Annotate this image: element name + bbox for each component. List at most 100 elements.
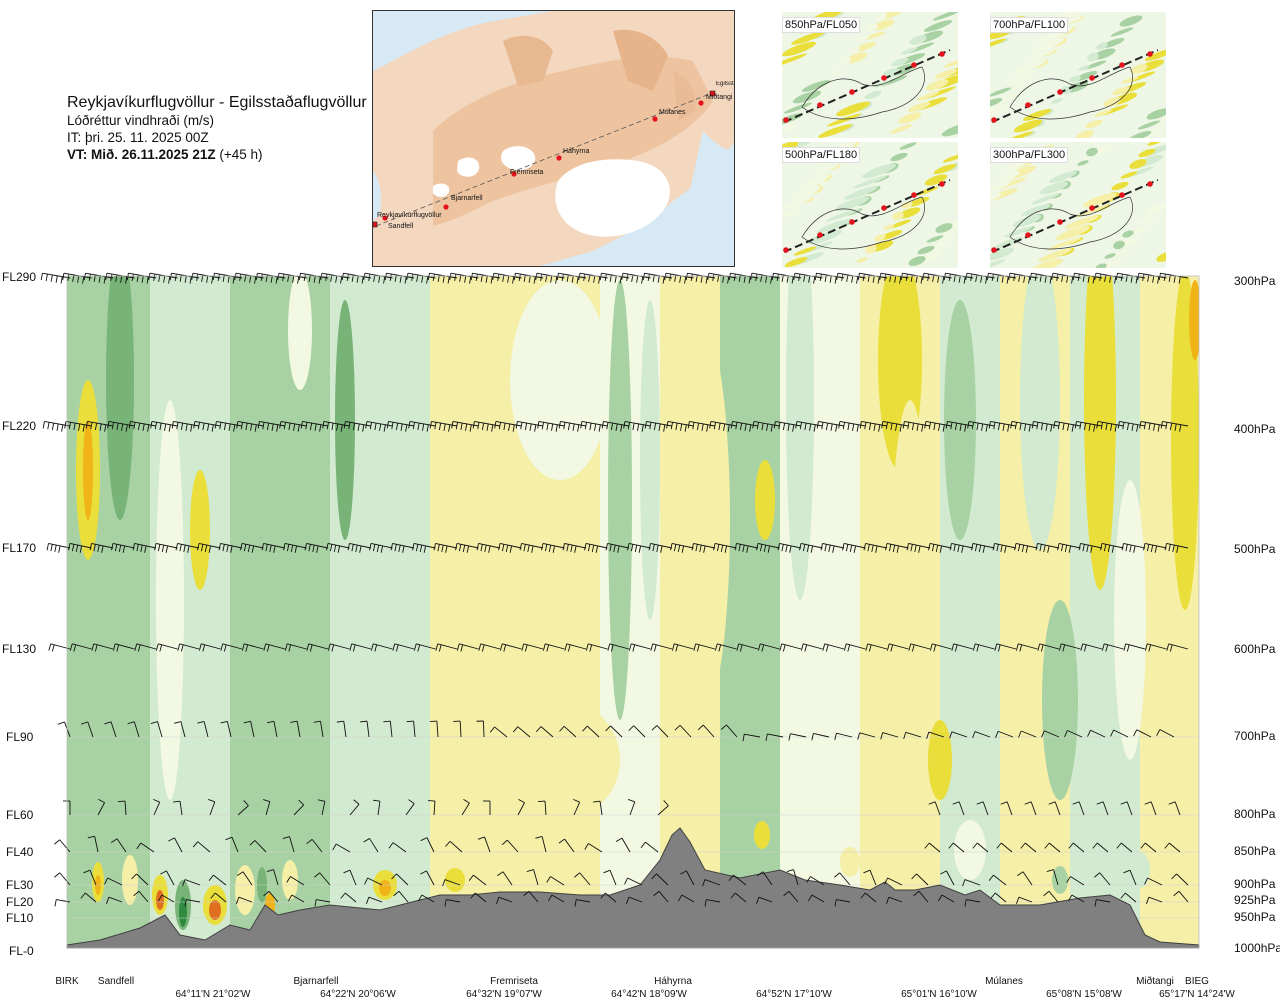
turbulence-cell: [840, 847, 860, 877]
wind-barb: [85, 421, 114, 432]
panel-route-point: [817, 232, 823, 238]
wind-barb: [697, 724, 715, 738]
panel-shade: [862, 31, 886, 41]
wind-barb: [89, 542, 114, 553]
wind-barb: [547, 894, 565, 903]
coordinate-label: 64°52'N 17°10'W: [756, 989, 832, 1000]
wind-barb: [600, 892, 617, 903]
wind-barb: [943, 272, 974, 284]
wind-barb: [860, 892, 877, 903]
wind-barb: [671, 643, 694, 652]
wind-barb: [483, 800, 491, 815]
wind-barb: [1115, 272, 1146, 284]
wind-barb: [728, 272, 759, 284]
wind-barb: [104, 877, 123, 886]
panel-shade: [1078, 65, 1090, 71]
panel-shade: [901, 201, 913, 209]
panel-shade: [890, 152, 908, 162]
wind-barb: [967, 421, 995, 432]
issue-time: IT: þri. 25. 11. 2025 00Z: [67, 130, 209, 145]
panel-shade: [1069, 75, 1081, 83]
wind-barb: [937, 894, 955, 903]
wind-barb: [990, 892, 1007, 903]
wind-barb: [283, 542, 307, 553]
panel-shade: [1083, 60, 1107, 70]
wind-barb: [208, 874, 227, 886]
wind-barb: [1018, 730, 1037, 738]
panel-shade: [839, 56, 851, 66]
wind-barb: [118, 800, 127, 816]
panel-shade: [1056, 225, 1090, 241]
wind-barb: [1096, 421, 1124, 432]
pressure-label: 300hPa: [1234, 274, 1276, 288]
wind-barb: [1140, 842, 1157, 853]
wind-barb: [628, 799, 636, 816]
wind-barb: [880, 732, 899, 740]
wind-barb: [653, 890, 669, 903]
wind-barb: [1051, 272, 1081, 284]
panel-shade: [1095, 263, 1107, 268]
wind-barb: [1057, 542, 1081, 553]
wind-barb: [1164, 542, 1189, 553]
wind-barb: [1035, 542, 1060, 553]
wind-barb: [429, 720, 439, 738]
panel-shade: [1111, 181, 1129, 191]
wind-barb: [1164, 842, 1181, 853]
wind-barb: [863, 542, 888, 553]
wind-barb: [1000, 801, 1013, 816]
panel-300hpa: 300hPa/FL300: [990, 142, 1166, 268]
panel-shade: [1137, 120, 1161, 130]
panel-shade: [1065, 215, 1099, 229]
wind-barb: [192, 841, 211, 853]
panel-shade: [898, 112, 922, 124]
panel-shade: [1138, 148, 1156, 158]
wind-barb: [317, 799, 326, 816]
panel-shade: [990, 247, 1015, 261]
wind-barb: [730, 892, 747, 903]
panel-shade: [1120, 171, 1138, 179]
panel-shade: [933, 164, 957, 174]
wind-barb: [902, 421, 931, 432]
wind-barb: [863, 869, 877, 886]
wind-barb: [949, 731, 968, 739]
wind-barb: [535, 726, 554, 738]
field-streak: [1189, 280, 1199, 360]
wind-barb: [779, 643, 802, 652]
wind-barb: [106, 896, 123, 904]
field-streak: [190, 470, 210, 590]
wind-barb: [1139, 421, 1167, 432]
field-streak: [288, 276, 312, 390]
panel-route-point: [783, 117, 789, 123]
wind-barb: [153, 798, 161, 816]
wind-barb: [535, 836, 547, 853]
wind-barb: [730, 421, 759, 432]
wind-barb: [173, 721, 186, 738]
wind-barb: [160, 870, 175, 886]
wind-barb: [573, 798, 581, 816]
wind-barb: [237, 800, 249, 816]
wind-barb: [836, 272, 866, 284]
panel-route-point: [991, 117, 997, 123]
wind-barb: [885, 542, 909, 553]
wind-barb: [886, 643, 909, 652]
wind-barb: [220, 720, 232, 738]
panel-shade: [865, 244, 877, 254]
wind-barb: [1074, 421, 1103, 432]
wind-barb: [687, 421, 716, 432]
wind-barb: [413, 643, 436, 652]
panel-shade: [1048, 171, 1078, 183]
panel-shade: [990, 38, 1007, 50]
panel-route-point: [881, 205, 887, 211]
wind-barb: [363, 838, 379, 853]
panel-shade: [1094, 109, 1112, 117]
wind-barb: [752, 421, 780, 432]
wind-barb: [343, 421, 372, 432]
wind-barb: [218, 542, 243, 553]
wind-barb: [949, 542, 974, 553]
panel-shade: [826, 208, 860, 222]
wind-barb: [657, 800, 669, 816]
wind-barb: [720, 724, 738, 738]
wind-barb: [814, 272, 845, 284]
wind-barb: [191, 272, 221, 284]
wind-barb: [677, 894, 695, 903]
